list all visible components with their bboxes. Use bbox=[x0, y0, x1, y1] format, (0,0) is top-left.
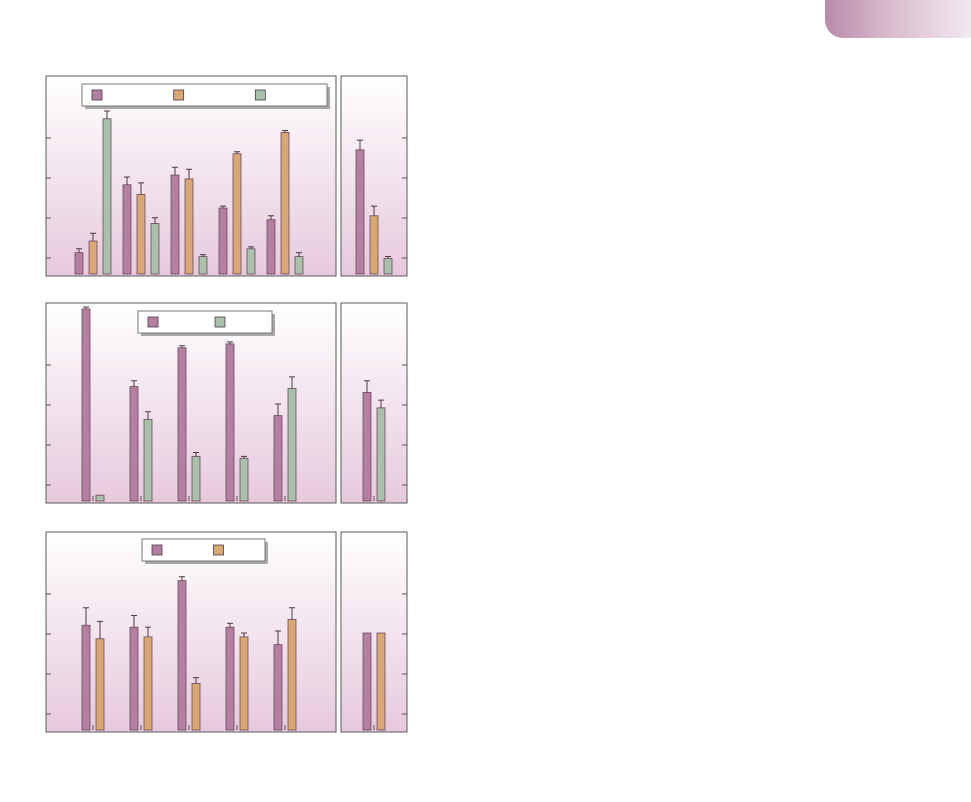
bar bbox=[102, 118, 112, 275]
bar bbox=[287, 388, 297, 502]
side-error-bar bbox=[364, 380, 370, 393]
error-bar bbox=[241, 632, 247, 637]
bar bbox=[177, 580, 187, 731]
error-bar bbox=[289, 376, 295, 389]
bar bbox=[273, 644, 283, 731]
error-bar bbox=[152, 217, 158, 224]
error-bar bbox=[97, 620, 103, 639]
bar bbox=[232, 153, 242, 275]
bar bbox=[81, 308, 91, 502]
error-bar bbox=[179, 345, 185, 348]
error-bar bbox=[76, 248, 82, 253]
error-bar bbox=[193, 677, 199, 684]
legend bbox=[137, 310, 273, 334]
legend-swatch-purple bbox=[151, 544, 163, 556]
error-bar bbox=[234, 151, 240, 154]
error-bar bbox=[227, 622, 233, 628]
error-bar bbox=[172, 166, 178, 176]
error-bar bbox=[275, 630, 281, 645]
error-bar bbox=[282, 129, 288, 133]
side-error-bar bbox=[385, 256, 391, 259]
error-bar bbox=[83, 306, 89, 309]
bar bbox=[225, 343, 235, 502]
bar bbox=[95, 494, 105, 502]
bar bbox=[246, 248, 256, 275]
error-bar bbox=[289, 607, 295, 620]
side-bar bbox=[362, 391, 372, 502]
bar bbox=[129, 386, 139, 502]
bar bbox=[170, 174, 180, 275]
bar bbox=[150, 223, 160, 275]
legend bbox=[141, 538, 266, 562]
error-bar bbox=[296, 252, 302, 257]
legend bbox=[81, 83, 328, 107]
error-bar bbox=[179, 576, 185, 581]
bar bbox=[143, 636, 153, 731]
error-bar bbox=[200, 254, 206, 257]
bar bbox=[218, 207, 228, 275]
side-error-bar bbox=[371, 205, 377, 216]
side-error-bar bbox=[357, 139, 363, 150]
error-bar bbox=[145, 626, 151, 637]
chart-panel-2 bbox=[45, 302, 408, 504]
bar bbox=[198, 256, 208, 275]
legend-swatch-purple bbox=[147, 316, 159, 328]
bar bbox=[239, 457, 249, 502]
error-bar bbox=[90, 232, 96, 242]
bar bbox=[280, 131, 290, 275]
error-bar bbox=[131, 380, 137, 387]
error-bar bbox=[83, 607, 89, 626]
error-bar bbox=[268, 215, 274, 220]
side-bar bbox=[383, 258, 393, 275]
error-bar bbox=[186, 168, 192, 179]
side-plot-frame bbox=[340, 531, 408, 733]
legend-swatch-tan bbox=[213, 544, 224, 556]
side-bar bbox=[362, 632, 372, 731]
side-bar bbox=[369, 215, 379, 275]
error-bar bbox=[248, 246, 254, 249]
bar bbox=[266, 219, 276, 275]
error-bar bbox=[193, 452, 199, 457]
bar bbox=[95, 638, 105, 731]
bar bbox=[239, 636, 249, 731]
side-error-bar bbox=[378, 399, 384, 408]
legend-swatch-sage bbox=[254, 89, 266, 101]
bar bbox=[136, 194, 146, 275]
bar bbox=[129, 626, 139, 731]
error-bar bbox=[138, 182, 144, 195]
side-bar bbox=[376, 407, 386, 502]
bar bbox=[191, 683, 201, 731]
error-bar bbox=[145, 411, 151, 420]
legend-swatch-tan bbox=[173, 89, 185, 101]
bar bbox=[191, 455, 201, 502]
bar bbox=[88, 240, 98, 275]
chart-panel-3 bbox=[45, 531, 408, 733]
bar bbox=[225, 626, 235, 731]
corner-accent-tab bbox=[825, 0, 971, 38]
bar bbox=[273, 415, 283, 502]
bar bbox=[143, 419, 153, 502]
error-bar bbox=[131, 615, 137, 628]
error-bar bbox=[220, 205, 226, 209]
error-bar bbox=[227, 341, 233, 344]
side-bar bbox=[376, 632, 386, 731]
bar bbox=[122, 184, 132, 275]
bar bbox=[294, 256, 304, 275]
chart-panel-1 bbox=[45, 75, 408, 277]
error-bar bbox=[241, 455, 247, 459]
legend-swatch-purple bbox=[91, 89, 103, 101]
bar bbox=[74, 252, 84, 275]
error-bar bbox=[124, 176, 130, 185]
side-bar bbox=[355, 149, 365, 275]
legend-swatch-sage bbox=[214, 316, 226, 328]
bar bbox=[184, 178, 194, 275]
error-bar bbox=[104, 110, 110, 119]
bar bbox=[287, 619, 297, 731]
bar bbox=[81, 624, 91, 731]
error-bar bbox=[275, 403, 281, 416]
bar bbox=[177, 347, 187, 502]
side-plot-frame bbox=[340, 302, 408, 504]
